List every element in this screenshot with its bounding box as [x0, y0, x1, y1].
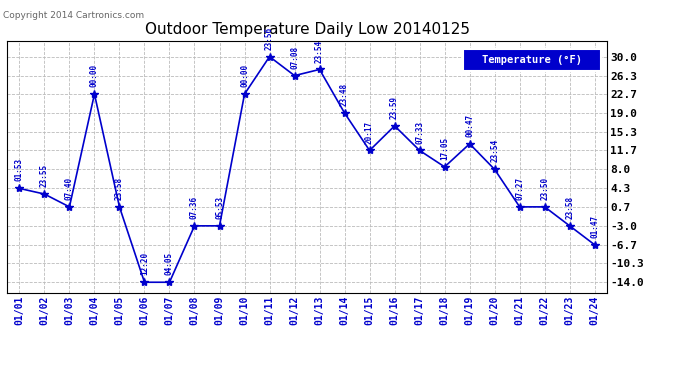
- Text: 23:48: 23:48: [340, 83, 349, 106]
- Text: 23:56: 23:56: [265, 27, 274, 50]
- Text: 23:58: 23:58: [115, 177, 124, 200]
- Text: 07:36: 07:36: [190, 196, 199, 219]
- Text: 07:08: 07:08: [290, 45, 299, 69]
- Title: Outdoor Temperature Daily Low 20140125: Outdoor Temperature Daily Low 20140125: [144, 22, 470, 37]
- Text: 04:05: 04:05: [165, 252, 174, 275]
- Text: 23:50: 23:50: [540, 177, 549, 200]
- Text: 07:40: 07:40: [65, 177, 74, 200]
- Text: 20:17: 20:17: [365, 120, 374, 144]
- Text: 01:47: 01:47: [590, 215, 599, 238]
- Text: 17:05: 17:05: [440, 137, 449, 160]
- Text: 23:58: 23:58: [565, 196, 574, 219]
- Text: 07:33: 07:33: [415, 120, 424, 144]
- Text: 23:54: 23:54: [490, 140, 499, 162]
- Text: 00:00: 00:00: [240, 64, 249, 87]
- Text: 05:53: 05:53: [215, 196, 224, 219]
- Text: 23:55: 23:55: [40, 164, 49, 187]
- Text: 23:54: 23:54: [315, 39, 324, 63]
- Text: 00:00: 00:00: [90, 64, 99, 87]
- Text: 07:27: 07:27: [515, 177, 524, 200]
- Text: 01:53: 01:53: [15, 158, 24, 182]
- Text: Copyright 2014 Cartronics.com: Copyright 2014 Cartronics.com: [3, 11, 145, 20]
- Text: 23:59: 23:59: [390, 96, 399, 119]
- Text: 12:20: 12:20: [140, 252, 149, 275]
- Text: 00:47: 00:47: [465, 114, 474, 137]
